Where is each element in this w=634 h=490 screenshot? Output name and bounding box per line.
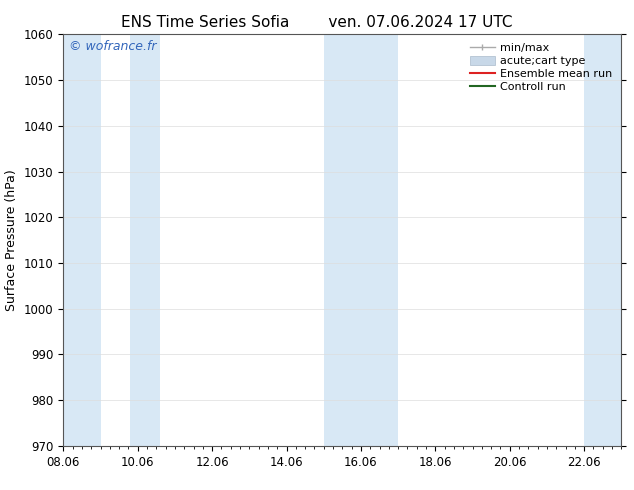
Bar: [63, 34, 101, 446]
Bar: [131, 34, 160, 446]
Bar: [584, 34, 621, 446]
Bar: [324, 34, 398, 446]
Y-axis label: Surface Pressure (hPa): Surface Pressure (hPa): [5, 169, 18, 311]
Legend: min/max, acute;cart type, Ensemble mean run, Controll run: min/max, acute;cart type, Ensemble mean …: [467, 40, 616, 95]
Text: ENS Time Series Sofia        ven. 07.06.2024 17 UTC: ENS Time Series Sofia ven. 07.06.2024 17…: [121, 15, 513, 30]
Text: © wofrance.fr: © wofrance.fr: [69, 41, 157, 53]
